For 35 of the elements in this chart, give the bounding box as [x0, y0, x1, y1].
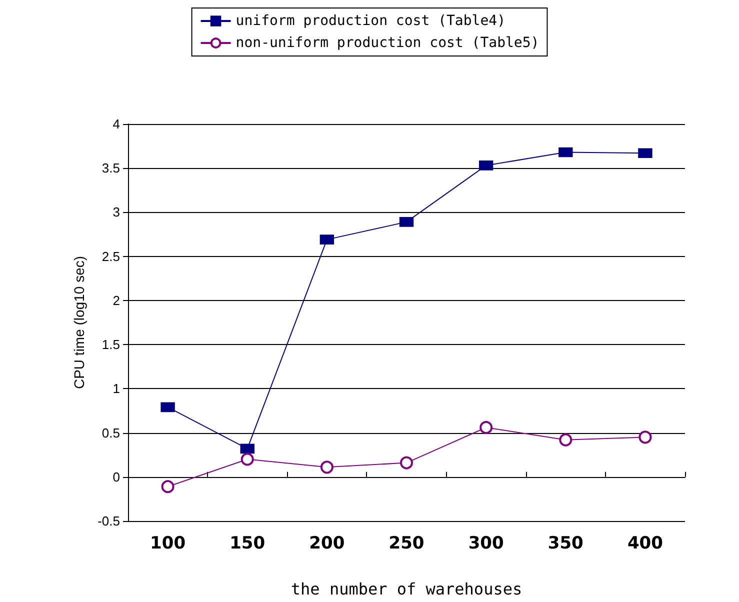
point	[320, 234, 334, 245]
y-tick-label: 1	[112, 381, 120, 396]
x-tick-label: 200	[309, 534, 345, 554]
y-tick-label: 0	[112, 469, 120, 484]
point	[480, 420, 493, 434]
point	[638, 430, 652, 444]
y-axis-title: CPU time (log10 sec)	[71, 256, 87, 390]
y-tick-label: 2.5	[102, 248, 120, 264]
legend-label: uniform production cost (Table4)	[236, 13, 506, 29]
point	[558, 147, 573, 158]
x-tick-label: 300	[468, 534, 504, 554]
y-tick-label: 4	[112, 116, 120, 132]
point	[559, 433, 572, 446]
x-tick-label: 150	[230, 534, 266, 554]
point	[479, 160, 494, 170]
y-tick-label: 3.5	[102, 160, 120, 176]
legend-label: non-uniform production cost (Table5)	[236, 35, 540, 51]
y-tick-label: 0.5	[102, 425, 120, 440]
y-tick-label: 2	[112, 292, 120, 308]
x-tick-label: 400	[627, 534, 664, 554]
point	[638, 148, 652, 158]
y-tick-label: 3	[112, 204, 120, 220]
point	[240, 444, 254, 454]
y-tick-label: 1.5	[102, 337, 120, 352]
point	[400, 216, 414, 227]
point	[400, 456, 413, 470]
x-tick-label: 350	[548, 534, 584, 554]
x-axis-title: the number of warehouses	[290, 580, 522, 598]
point	[161, 480, 174, 494]
point	[320, 460, 334, 474]
x-tick-label: 100	[150, 534, 186, 554]
point	[160, 402, 175, 412]
x-tick-label: 250	[388, 534, 424, 554]
y-tick-label: -0.5	[98, 514, 120, 528]
point	[240, 452, 254, 466]
